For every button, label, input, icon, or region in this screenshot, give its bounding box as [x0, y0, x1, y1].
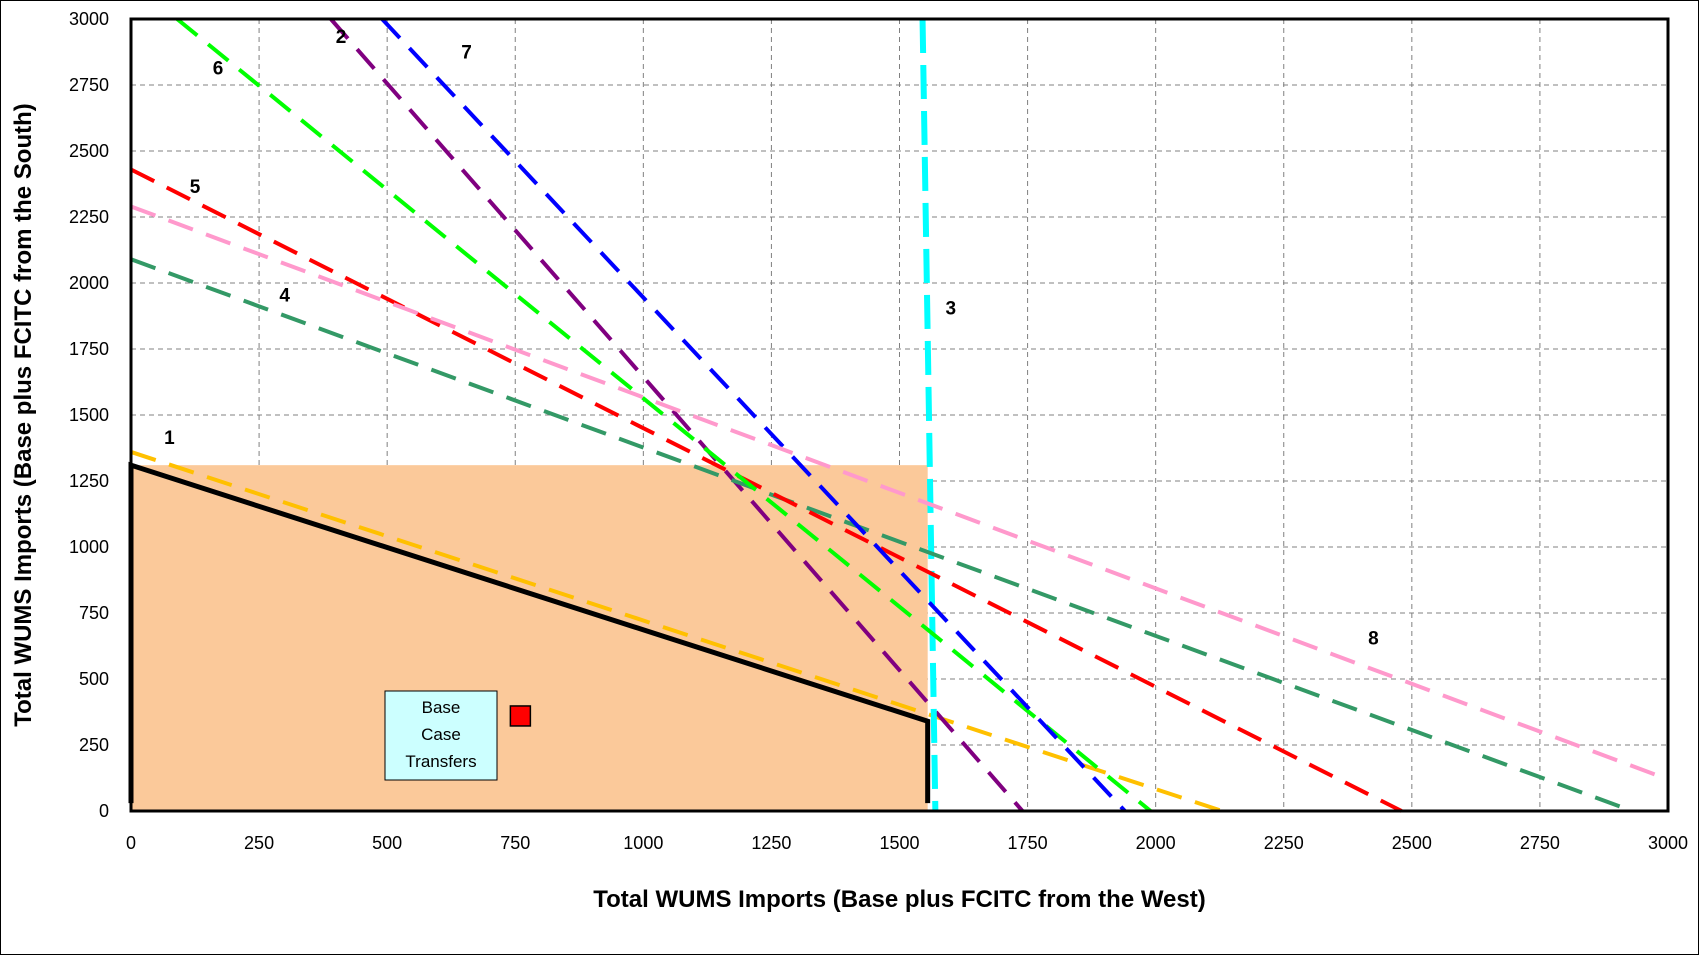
base-case-box — [384, 690, 498, 781]
x-tick-label: 1500 — [879, 833, 919, 853]
y-axis-label: Total WUMS Imports (Base plus FCITC from… — [10, 103, 37, 727]
y-tick-label: 250 — [79, 735, 109, 755]
series-line-1 — [130, 450, 1223, 813]
series-label-4: 4 — [279, 285, 290, 306]
y-tick-label: 2250 — [69, 207, 109, 227]
x-tick-label: 750 — [500, 833, 530, 853]
base-case-label-line: Transfers — [405, 752, 476, 771]
series-line-7 — [380, 17, 1127, 813]
base-case-label-line: Base — [422, 698, 461, 717]
series-line-2 — [329, 17, 1024, 813]
x-tick-label: 2500 — [1392, 833, 1432, 853]
y-tick-label: 2000 — [69, 273, 109, 293]
x-tick-label: 2750 — [1520, 833, 1560, 853]
base-case-group: Base Case Transfers — [384, 690, 532, 781]
y-tick-label: 1250 — [69, 471, 109, 491]
series-line-6 — [175, 17, 1152, 813]
series-line-4 — [130, 257, 1633, 813]
x-tick-label: 0 — [126, 833, 136, 853]
series-line-8 — [130, 204, 1669, 782]
base-case-point — [509, 705, 532, 727]
feasible-region-fill — [131, 465, 928, 811]
series-label-8: 8 — [1368, 629, 1379, 650]
series-lines — [130, 17, 1669, 813]
y-tick-label: 3000 — [69, 9, 109, 29]
series-label-7: 7 — [461, 43, 472, 64]
y-tick-label: 1500 — [69, 405, 109, 425]
y-tick-label: 2500 — [69, 141, 109, 161]
x-tick-label: 2000 — [1136, 833, 1176, 853]
y-tick-label: 1000 — [69, 537, 109, 557]
base-case-label-line: Case — [421, 725, 461, 744]
x-tick-label: 3000 — [1648, 833, 1688, 853]
y-tick-label: 1750 — [69, 339, 109, 359]
x-tick-label: 1750 — [1008, 833, 1048, 853]
x-tick-label: 2250 — [1264, 833, 1304, 853]
y-tick-label: 2750 — [69, 75, 109, 95]
series-label-3: 3 — [945, 299, 956, 320]
feasible-region — [128, 461, 931, 811]
y-tick-label: 0 — [99, 801, 109, 821]
series-labels: 1 2 3 4 5 6 7 8 — [164, 27, 1379, 650]
plot-border — [129, 17, 1670, 813]
series-label-2: 2 — [336, 27, 347, 48]
x-tick-label: 1250 — [751, 833, 791, 853]
x-tick-label: 500 — [372, 833, 402, 853]
x-tick-label: 1000 — [623, 833, 663, 853]
series-label-6: 6 — [213, 58, 224, 79]
x-tick-label: 250 — [244, 833, 274, 853]
y-tick-label: 500 — [79, 669, 109, 689]
series-label-1: 1 — [164, 428, 175, 449]
series-line-3 — [919, 18, 939, 812]
series-label-5: 5 — [190, 177, 201, 198]
y-tick-labels: 0 250 500 750 1000 1250 1500 1750 2000 2250 2500 27… — [69, 9, 109, 821]
x-axis-label: Total WUMS Imports (Base plus FCITC from… — [593, 886, 1205, 913]
x-tick-labels: 0 250 500 750 1000 1250 1500 1750 2000 2250 2500 27… — [126, 833, 1688, 853]
y-tick-label: 750 — [79, 603, 109, 623]
